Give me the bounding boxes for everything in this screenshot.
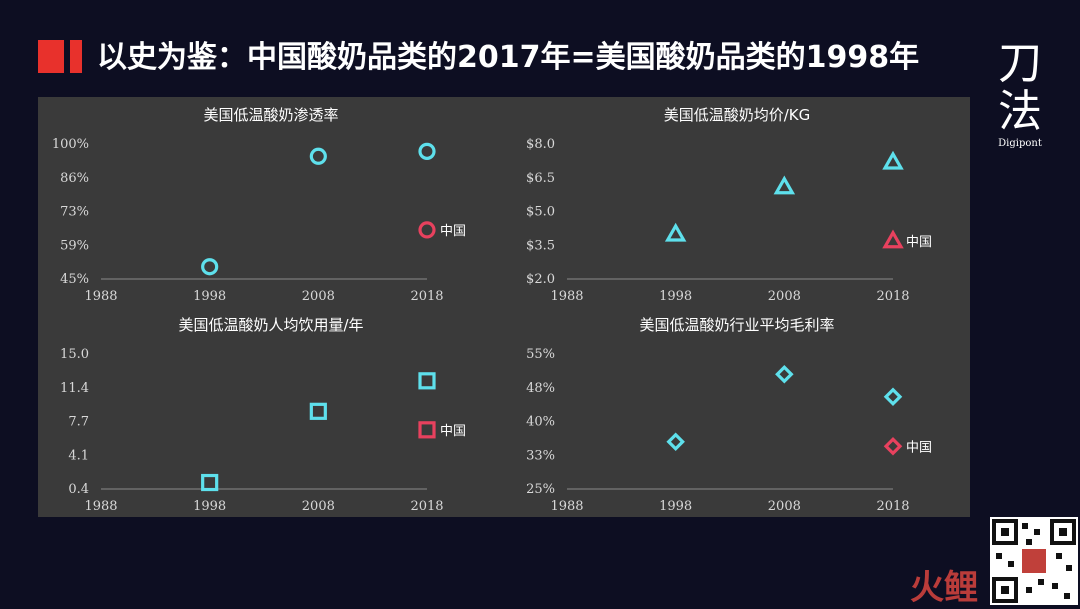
us-data-point	[883, 387, 903, 407]
watermark-logo: 火鲤	[910, 568, 978, 608]
us-data-point	[882, 150, 904, 170]
y-tick-label: 48%	[526, 381, 555, 396]
y-tick-label: 100%	[52, 137, 89, 152]
y-tick-label: 7.7	[68, 415, 89, 430]
y-tick-label: 33%	[526, 448, 555, 463]
x-tick-label: 1998	[193, 289, 226, 304]
china-data-point	[883, 436, 903, 456]
x-tick-label: 2018	[410, 499, 443, 514]
y-tick-label: 11.4	[60, 381, 89, 396]
chart-title: 美国低温酸奶渗透率	[203, 106, 338, 124]
y-tick-label: $5.0	[526, 205, 555, 220]
x-tick-label: 2008	[302, 499, 335, 514]
chart-title: 美国低温酸奶均价/KG	[664, 106, 811, 124]
us-data-point	[775, 364, 794, 384]
y-tick-label: 40%	[526, 415, 555, 430]
y-tick-label: 86%	[60, 171, 89, 186]
us-data-point	[418, 142, 436, 160]
y-tick-label: $2.0	[526, 272, 555, 287]
us-data-point	[309, 147, 327, 165]
y-tick-label: 25%	[526, 482, 555, 497]
x-tick-label: 2008	[768, 289, 801, 304]
logo-subtitle: Digipont	[998, 138, 1042, 149]
y-tick-label: 55%	[526, 347, 555, 362]
x-tick-label: 1988	[550, 499, 583, 514]
y-tick-label: 0.4	[68, 482, 89, 497]
title-accent-bar	[38, 40, 64, 73]
x-tick-label: 2018	[410, 289, 443, 304]
china-point-label: 中国	[906, 235, 932, 250]
us-data-point	[666, 432, 685, 452]
china-point-label: 中国	[440, 224, 466, 239]
charts-panel	[38, 97, 970, 517]
chart-per-capita-consumption: 美国低温酸奶人均饮用量/年 15.0 11.4 7.7 4.1 0.4 1988 1998 20…	[60, 316, 466, 514]
logo-char-bottom: 法	[998, 86, 1042, 137]
chart-title: 美国低温酸奶人均饮用量/年	[178, 316, 363, 334]
x-tick-label: 2008	[302, 289, 335, 304]
china-data-point	[882, 229, 904, 249]
logo-char-top: 刀	[998, 38, 1042, 89]
chart-gross-margin: 美国低温酸奶行业平均毛利率 55% 48% 40% 33% 25% 1988 1998 2008…	[526, 316, 932, 514]
y-tick-label: $8.0	[526, 137, 555, 152]
china-data-point	[418, 421, 436, 439]
x-tick-label: 1998	[659, 289, 692, 304]
x-tick-label: 1988	[84, 289, 117, 304]
x-tick-label: 1988	[550, 289, 583, 304]
x-tick-label: 2018	[876, 289, 909, 304]
chart-penetration: 美国低温酸奶渗透率 100% 86% 73% 59% 45% 1988 1998 2008 201…	[52, 106, 466, 304]
china-data-point	[418, 221, 436, 239]
chart-title: 美国低温酸奶行业平均毛利率	[639, 316, 834, 334]
x-tick-label: 1998	[659, 499, 692, 514]
x-tick-label: 2018	[876, 499, 909, 514]
us-data-point	[664, 222, 687, 242]
x-tick-label: 1988	[84, 499, 117, 514]
y-tick-label: $6.5	[526, 171, 555, 186]
qr-code	[990, 517, 1078, 605]
qr-code-icon	[992, 519, 1076, 603]
title-accent-bar-small	[70, 40, 82, 73]
china-point-label: 中国	[440, 424, 466, 439]
y-tick-label: 59%	[60, 238, 89, 253]
chart-price-per-kg: 美国低温酸奶均价/KG $8.0 $6.5 $5.0 $3.5 $2.0 1988 1998 2…	[526, 106, 932, 304]
china-point-label: 中国	[906, 440, 932, 455]
y-tick-label: 73%	[60, 205, 89, 220]
y-tick-label: 4.1	[68, 448, 89, 463]
x-tick-label: 2008	[768, 499, 801, 514]
x-tick-label: 1998	[193, 499, 226, 514]
us-data-point	[201, 473, 219, 492]
y-tick-label: 45%	[60, 272, 89, 287]
page-title: 以史为鉴：中国酸奶品类的2017年=美国酸奶品类的1998年	[97, 40, 920, 75]
us-data-point	[309, 402, 327, 420]
us-data-point	[773, 175, 796, 195]
us-data-point	[418, 372, 436, 390]
brand-logo: 刀 法 Digipont	[990, 38, 1050, 150]
y-tick-label: $3.5	[526, 238, 555, 253]
y-tick-label: 15.0	[60, 347, 89, 362]
us-data-point	[201, 258, 219, 276]
